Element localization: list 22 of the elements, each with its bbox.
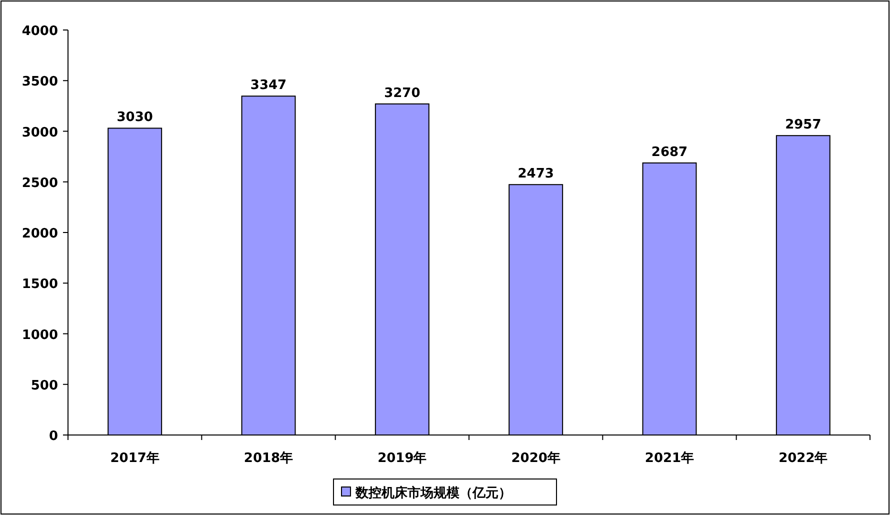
y-tick-label: 500	[30, 378, 58, 394]
x-tick-label: 2022年	[778, 451, 828, 466]
data-label: 2473	[518, 166, 554, 182]
y-tick-label: 1000	[22, 328, 58, 343]
x-tick-label: 2019年	[378, 451, 427, 466]
x-tick-label: 2021年	[644, 451, 694, 466]
data-label: 3347	[250, 78, 287, 94]
x-tick-label: 2017年	[110, 451, 160, 466]
y-tick-label: 3000	[22, 125, 58, 140]
y-tick-label: 1500	[22, 277, 58, 292]
y-tick-label: 3500	[22, 74, 58, 90]
y-tick-label: 4000	[22, 24, 58, 39]
data-label: 3030	[116, 110, 153, 126]
y-tick-label: 2500	[22, 176, 58, 191]
y-tick-label: 0	[48, 429, 58, 444]
x-tick-label: 2018年	[244, 451, 294, 466]
data-label: 2957	[785, 118, 822, 133]
y-tick-label: 2000	[22, 226, 58, 242]
data-label: 3270	[384, 86, 420, 101]
legend-label: 数控机床市场规模（亿元）	[354, 485, 512, 501]
x-tick-label: 2020年	[511, 451, 560, 466]
data-label: 2687	[651, 144, 688, 160]
